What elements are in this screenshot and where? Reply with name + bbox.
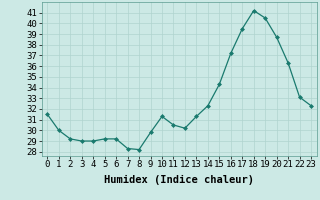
X-axis label: Humidex (Indice chaleur): Humidex (Indice chaleur) [104,175,254,185]
